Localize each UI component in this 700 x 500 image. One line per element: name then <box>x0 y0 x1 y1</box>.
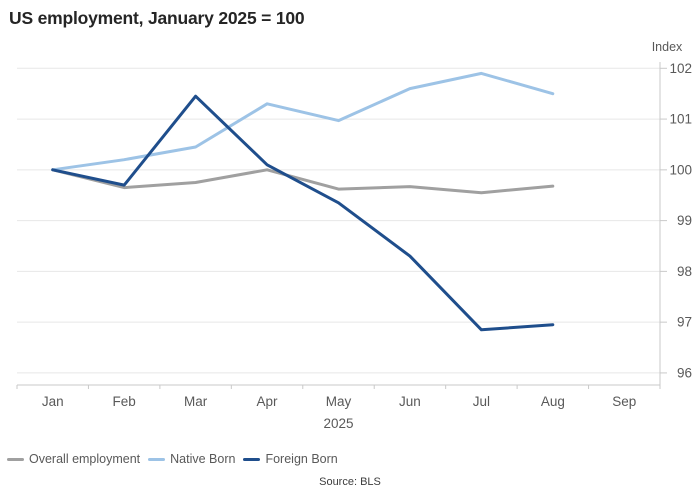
y-tick-label: 97 <box>677 315 692 330</box>
legend-item-overall-employment: Overall employment <box>7 452 140 466</box>
legend-item-foreign-born: Foreign Born <box>243 452 338 466</box>
y-tick-label: 99 <box>677 213 692 228</box>
legend-item-native-born: Native Born <box>148 452 235 466</box>
line-chart-plot: 96 97 98 99 100 101 102 Jan Feb Mar Apr May Jun Jul Au… <box>16 61 692 431</box>
x-tick-label: Feb <box>113 394 136 409</box>
legend-label-overall-employment: Overall employment <box>29 452 141 466</box>
y-tick-label: 96 <box>677 365 692 380</box>
y-tick-label: 102 <box>669 61 692 76</box>
x-tick-label: Apr <box>257 394 279 409</box>
legend: Overall employment Native Born Foreign B… <box>7 450 338 468</box>
series-line-overall-employment <box>51 168 555 195</box>
y-tick-label: 100 <box>669 162 692 177</box>
x-tick-label: Jun <box>399 394 421 409</box>
legend-label-native-born: Native Born <box>170 452 236 466</box>
x-tick-label: Sep <box>612 394 636 409</box>
chart-title: US employment, January 2025 = 100 <box>9 8 305 28</box>
legend-swatch-native-born <box>148 457 166 461</box>
x-axis-year-label: 2025 <box>323 416 353 431</box>
x-tick-label: Jan <box>42 394 64 409</box>
series-line-foreign-born <box>51 94 555 332</box>
y-axis-title: Index <box>651 40 683 54</box>
x-tick-label: Mar <box>184 394 208 409</box>
legend-swatch-overall-employment <box>7 457 24 461</box>
x-tick-label: Jul <box>473 394 490 409</box>
x-tick-label: May <box>326 394 352 409</box>
y-tick-label: 98 <box>677 264 692 279</box>
series-line-native-born <box>51 71 555 172</box>
y-tick-label: 101 <box>669 112 692 127</box>
legend-label-foreign-born: Foreign Born <box>265 452 338 466</box>
x-tick-label: Aug <box>541 394 565 409</box>
source-label: Source: BLS <box>319 476 381 488</box>
legend-swatch-foreign-born <box>243 457 261 461</box>
